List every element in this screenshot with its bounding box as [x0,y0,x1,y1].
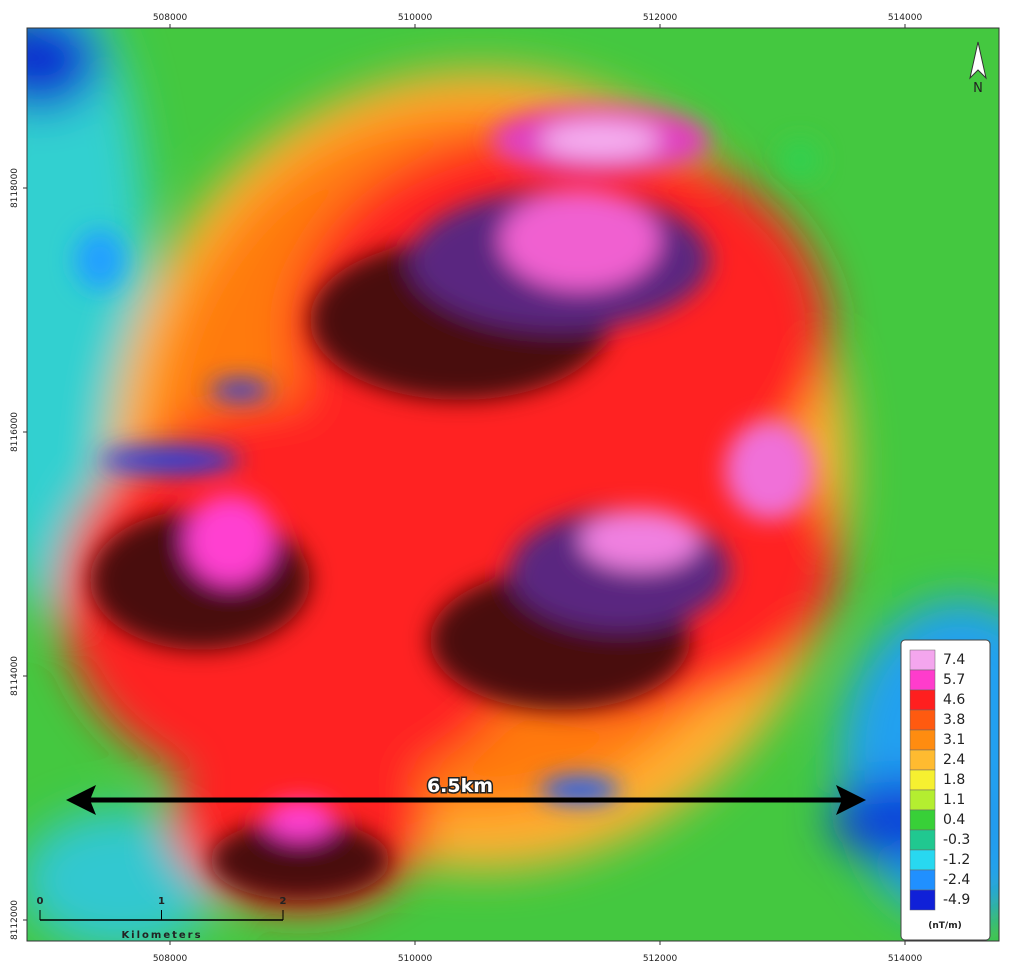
x-tick-label: 510000 [398,954,433,964]
scale-unit: Kilometers [121,930,202,941]
legend-swatch [910,770,935,790]
legend-label: -0.3 [943,832,970,848]
x-tick-label: 510000 [398,13,433,23]
x-tick-label: 508000 [153,13,188,23]
legend-swatch [910,850,935,870]
legend-swatch [910,670,935,690]
y-tick-label: 8118000 [10,168,20,208]
legend-swatch [910,830,935,850]
legend-swatch [910,730,935,750]
distance-label: 6.5km [427,775,493,797]
x-tick-label: 512000 [643,954,678,964]
magnetic-field [0,0,1009,950]
legend-swatch [910,890,935,910]
x-tick-label: 508000 [153,954,188,964]
legend-swatch [910,810,935,830]
x-tick-label: 512000 [643,13,678,23]
legend-unit: (nT/m) [928,921,961,931]
scale-tick-label: 2 [280,896,287,907]
legend-label: 0.4 [943,812,965,828]
legend-label: 3.1 [943,732,965,748]
map-view: 508000 508000 510000 510000 512000 512000 5140… [0,0,1009,969]
legend-label: 7.4 [943,652,965,668]
scale-tick-label: 0 [37,896,44,907]
north-label: N [973,81,983,96]
legend: (nT/m) 7.4 5.7 4.6 3.8 3.1 2.4 1.8 1.1 0.4 -0.3 -1… [901,640,990,940]
legend-swatch [910,870,935,890]
legend-label: -2.4 [943,872,970,888]
y-tick-label: 8116000 [10,412,20,452]
legend-label: -4.9 [943,892,970,908]
x-tick-label: 514000 [888,13,923,23]
y-tick-label: 8114000 [10,656,20,696]
legend-label: 3.8 [943,712,965,728]
legend-label: 4.6 [943,692,965,708]
legend-label: 2.4 [943,752,965,768]
legend-swatch [910,650,935,670]
legend-swatch [910,710,935,730]
legend-label: -1.2 [943,852,970,868]
x-tick-label: 514000 [888,954,923,964]
legend-swatch [910,790,935,810]
legend-swatch [910,690,935,710]
legend-label: 1.8 [943,772,965,788]
legend-swatch [910,750,935,770]
y-tick-label: 8112000 [10,900,20,940]
scale-tick-label: 1 [158,896,165,907]
legend-label: 1.1 [943,792,965,808]
legend-label: 5.7 [943,672,965,688]
